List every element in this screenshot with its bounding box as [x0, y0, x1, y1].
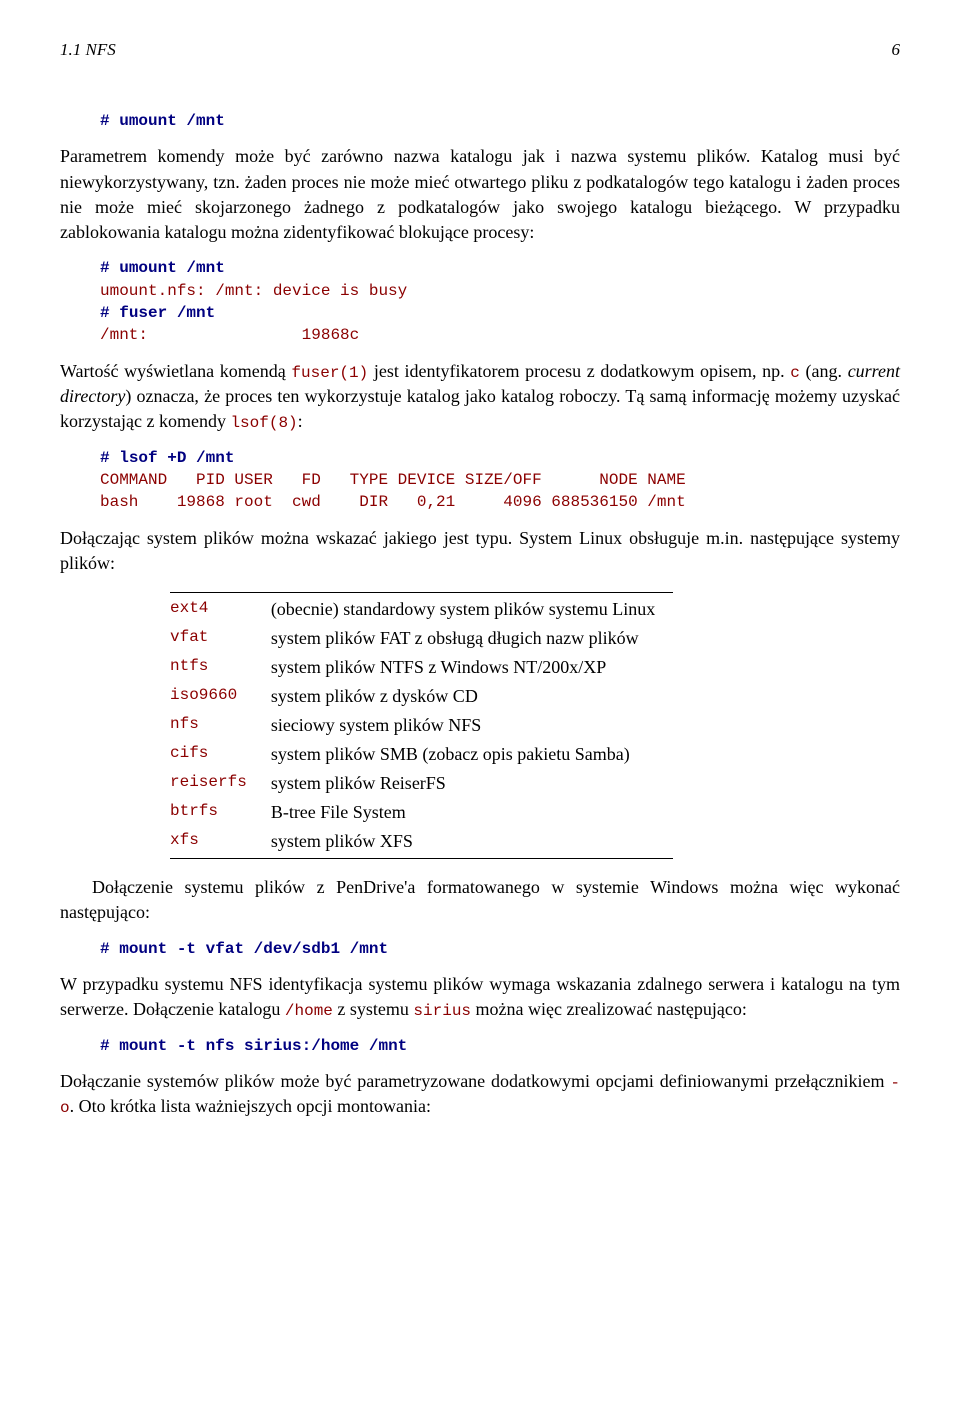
output-line: /mnt: 19868c [100, 326, 359, 344]
table-row: reiserfssystem plików ReiserFS [170, 769, 673, 798]
text-span: jest identyfikatorem procesu z dodatkowy… [368, 361, 790, 381]
fs-desc: system plików NTFS z Windows NT/200x/XP [271, 653, 673, 682]
text-span: : [298, 411, 303, 431]
text-span: Wartość wyświetlana komendą [60, 361, 291, 381]
paragraph-1: Parametrem komendy może być zarówno nazw… [60, 144, 900, 245]
table-row: vfatsystem plików FAT z obsługą długich … [170, 624, 673, 653]
text-span: z systemu [333, 999, 414, 1019]
paragraph-5: W przypadku systemu NFS identyfikacja sy… [60, 972, 900, 1023]
paragraph-2: Wartość wyświetlana komendą fuser(1) jes… [60, 359, 900, 435]
prompt-char: # [100, 112, 110, 130]
command-text: mount -t vfat /dev/sdb1 /mnt [119, 940, 388, 958]
fs-name: btrfs [170, 798, 271, 827]
fs-desc: system plików z dysków CD [271, 682, 673, 711]
fs-name: nfs [170, 711, 271, 740]
prompt-char: # [100, 449, 110, 467]
paragraph-6: Dołączanie systemów plików może być para… [60, 1069, 900, 1120]
command-text: umount /mnt [119, 112, 225, 130]
fs-desc: system plików ReiserFS [271, 769, 673, 798]
fs-desc: system plików FAT z obsługą długich nazw… [271, 624, 673, 653]
fs-name: iso9660 [170, 682, 271, 711]
page-number: 6 [892, 40, 901, 60]
text-span: . Oto krótka lista ważniejszych opcji mo… [70, 1096, 431, 1116]
table-row: ext4(obecnie) standardowy system plików … [170, 593, 673, 625]
table-row: nfssieciowy system plików NFS [170, 711, 673, 740]
text-span: (ang. [800, 361, 848, 381]
fs-desc: B-tree File System [271, 798, 673, 827]
table-row: xfssystem plików XFS [170, 827, 673, 859]
table-row: ntfssystem plików NTFS z Windows NT/200x… [170, 653, 673, 682]
code-block-5: # mount -t nfs sirius:/home /mnt [100, 1035, 900, 1057]
fs-name: vfat [170, 624, 271, 653]
fs-name: ntfs [170, 653, 271, 682]
fs-name: reiserfs [170, 769, 271, 798]
fs-name: xfs [170, 827, 271, 859]
filesystem-table: ext4(obecnie) standardowy system plików … [170, 592, 673, 859]
fs-desc: system plików XFS [271, 827, 673, 859]
prompt-char: # [100, 304, 110, 322]
prompt-char: # [100, 259, 110, 277]
document-page: 1.1 NFS 6 # umount /mnt Parametrem komen… [0, 0, 960, 1405]
section-label: 1.1 NFS [60, 40, 116, 60]
paragraph-4: Dołączenie systemu plików z PenDrive'a f… [60, 875, 900, 925]
command-text: umount /mnt [119, 259, 225, 277]
fs-name: cifs [170, 740, 271, 769]
fs-desc: (obecnie) standardowy system plików syst… [271, 593, 673, 625]
fs-desc: system plików SMB (zobacz opis pakietu S… [271, 740, 673, 769]
table-row: cifssystem plików SMB (zobacz opis pakie… [170, 740, 673, 769]
code-block-1: # umount /mnt [100, 110, 900, 132]
fs-name: ext4 [170, 593, 271, 625]
text-span: Dołączanie systemów plików może być para… [60, 1071, 890, 1091]
prompt-char: # [100, 940, 110, 958]
inline-code: /home [285, 1002, 333, 1020]
prompt-char: # [100, 1037, 110, 1055]
command-text: fuser /mnt [119, 304, 215, 322]
command-text: mount -t nfs sirius:/home /mnt [119, 1037, 407, 1055]
code-block-3: # lsof +D /mnt COMMAND PID USER FD TYPE … [100, 447, 900, 514]
command-text: lsof +D /mnt [119, 449, 234, 467]
fs-desc: sieciowy system plików NFS [271, 711, 673, 740]
inline-code: c [790, 364, 800, 382]
code-block-2: # umount /mnt umount.nfs: /mnt: device i… [100, 257, 900, 347]
text-span: ) oznacza, że proces ten wykorzystuje ka… [60, 386, 900, 431]
code-block-4: # mount -t vfat /dev/sdb1 /mnt [100, 938, 900, 960]
output-line: umount.nfs: /mnt: device is busy [100, 282, 407, 300]
table-row: iso9660system plików z dysków CD [170, 682, 673, 711]
page-header: 1.1 NFS 6 [60, 40, 900, 60]
inline-code: fuser(1) [291, 364, 368, 382]
text-span: można więc zrealizować następująco: [471, 999, 747, 1019]
output-line: bash 19868 root cwd DIR 0,21 4096 688536… [100, 493, 686, 511]
inline-code: sirius [413, 1002, 471, 1020]
paragraph-3: Dołączając system plików można wskazać j… [60, 526, 900, 576]
inline-code: lsof(8) [230, 414, 297, 432]
table-row: btrfsB-tree File System [170, 798, 673, 827]
output-line: COMMAND PID USER FD TYPE DEVICE SIZE/OFF… [100, 471, 686, 489]
